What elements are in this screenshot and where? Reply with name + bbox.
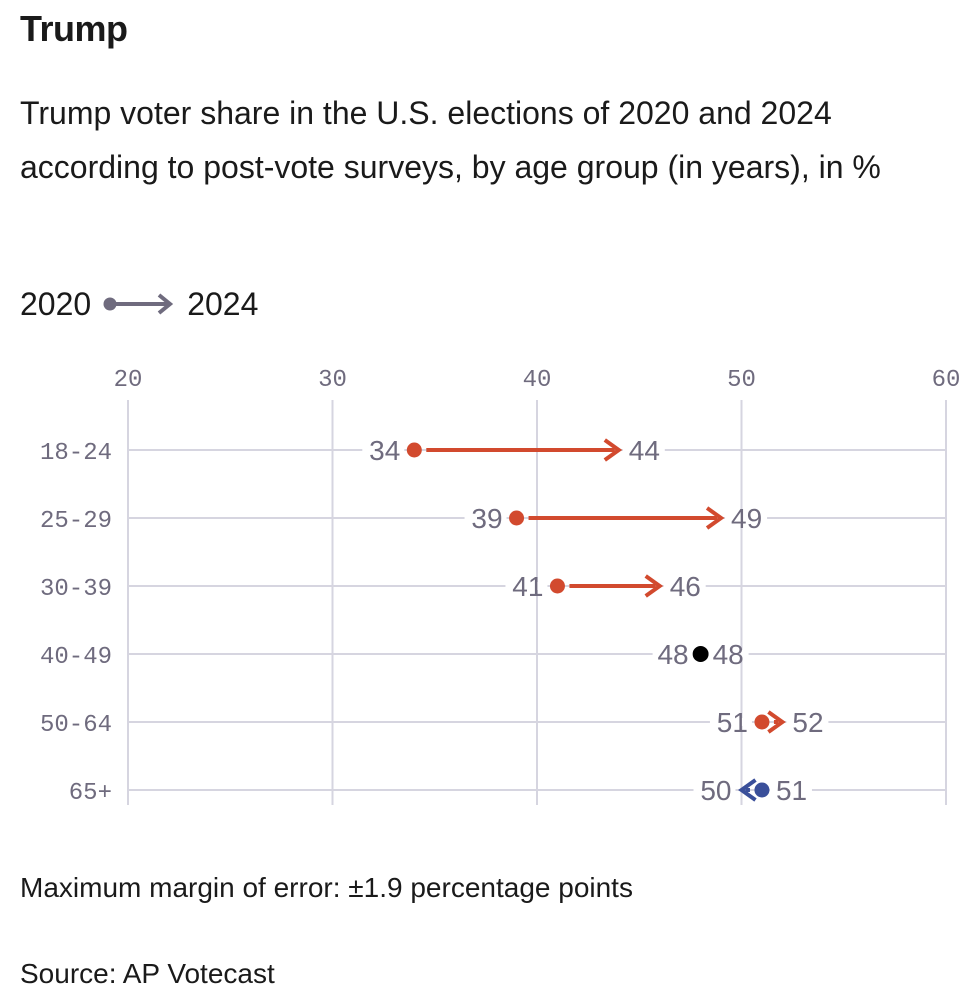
label-mask (709, 718, 752, 726)
data-point-2020 (754, 782, 770, 798)
x-tick-label: 50 (727, 367, 756, 394)
change-arrow-head (603, 438, 623, 462)
label-mask (786, 718, 829, 726)
value-label-2024: 48 (713, 639, 744, 670)
y-category-label: 25-29 (40, 508, 112, 535)
value-label-2020: 41 (512, 571, 543, 602)
chart-title: Trump (20, 8, 128, 49)
value-label-2024: 50 (700, 775, 731, 806)
value-label-2024: 49 (731, 503, 762, 534)
chart-subtitle: Trump voter share in the U.S. elections … (20, 95, 881, 185)
label-mask (693, 786, 736, 794)
y-category-label: 40-49 (40, 644, 112, 671)
data-point-2020 (509, 510, 525, 526)
x-tick-label: 40 (523, 367, 552, 394)
value-label-2020: 34 (369, 435, 400, 466)
label-mask (505, 582, 548, 590)
dot-arrow-icon (103, 293, 174, 315)
y-category-label: 50-64 (40, 712, 112, 739)
x-tick-label: 20 (114, 367, 143, 394)
data-point-2020 (754, 714, 770, 730)
value-label-2024: 46 (670, 571, 701, 602)
value-label-2024: 52 (792, 707, 823, 738)
value-label-2020: 51 (776, 775, 807, 806)
label-mask (708, 650, 749, 658)
data-point-2020 (549, 578, 565, 594)
x-tick-label: 30 (318, 367, 347, 394)
value-label-2020: 39 (471, 503, 502, 534)
label-mask (464, 514, 507, 522)
change-arrow-head (738, 778, 757, 802)
value-label-2020: 48 (657, 639, 688, 670)
label-mask (725, 514, 768, 522)
change-arrow-head (705, 506, 725, 530)
data-point-2020 (406, 442, 422, 458)
change-arrow-head (644, 574, 664, 598)
legend-to-label: 2024 (187, 285, 259, 322)
y-category-label: 18-24 (40, 440, 112, 467)
legend-from-label: 2020 (20, 285, 92, 322)
x-tick-label: 60 (932, 367, 961, 394)
label-mask (362, 446, 405, 454)
y-category-label: 65+ (69, 780, 112, 807)
source-note: Source: AP Votecast (20, 958, 275, 989)
legend: 2020 2024 (20, 282, 258, 326)
label-mask (663, 582, 706, 590)
label-mask (652, 650, 693, 658)
label-mask (769, 786, 812, 794)
dumbbell-chart: 20 30 40 50 60 18-24 34 44 25-29 39 49 30-39 41 46 40-… (40, 367, 961, 807)
value-label-2020: 51 (717, 707, 748, 738)
change-arrow-head (767, 710, 786, 734)
label-mask (622, 446, 665, 454)
margin-of-error-note: Maximum margin of error: ±1.9 percentage… (20, 872, 633, 903)
value-label-2024: 44 (629, 435, 660, 466)
data-point-2020 (692, 646, 709, 662)
y-category-label: 30-39 (40, 576, 112, 603)
